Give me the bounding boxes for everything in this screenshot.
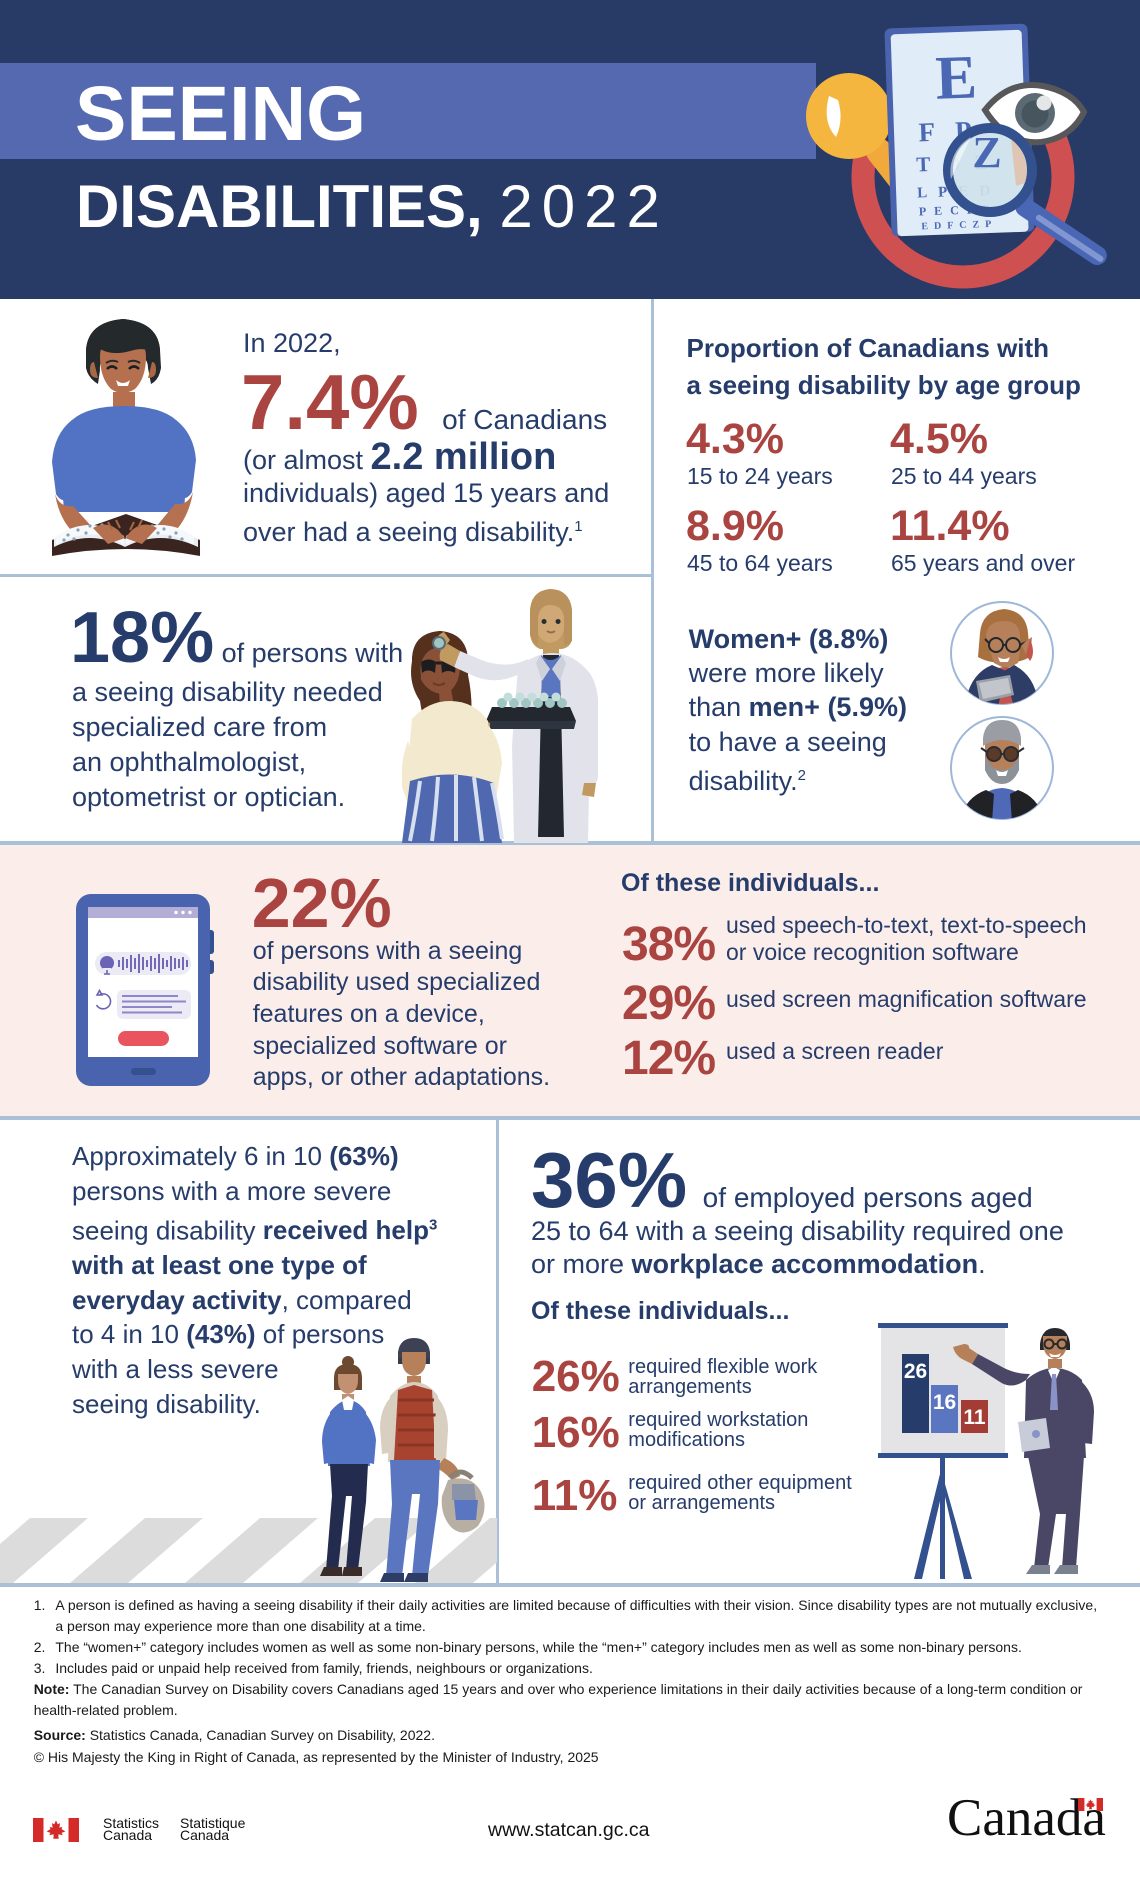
svg-text:16: 16 — [933, 1391, 956, 1414]
svg-text:11: 11 — [963, 1406, 986, 1429]
svg-text:26: 26 — [904, 1360, 927, 1383]
svg-text:E: E — [934, 43, 978, 112]
svg-text:Z: Z — [972, 128, 1001, 177]
svg-text:EDFCZP: EDFCZP — [921, 219, 997, 233]
